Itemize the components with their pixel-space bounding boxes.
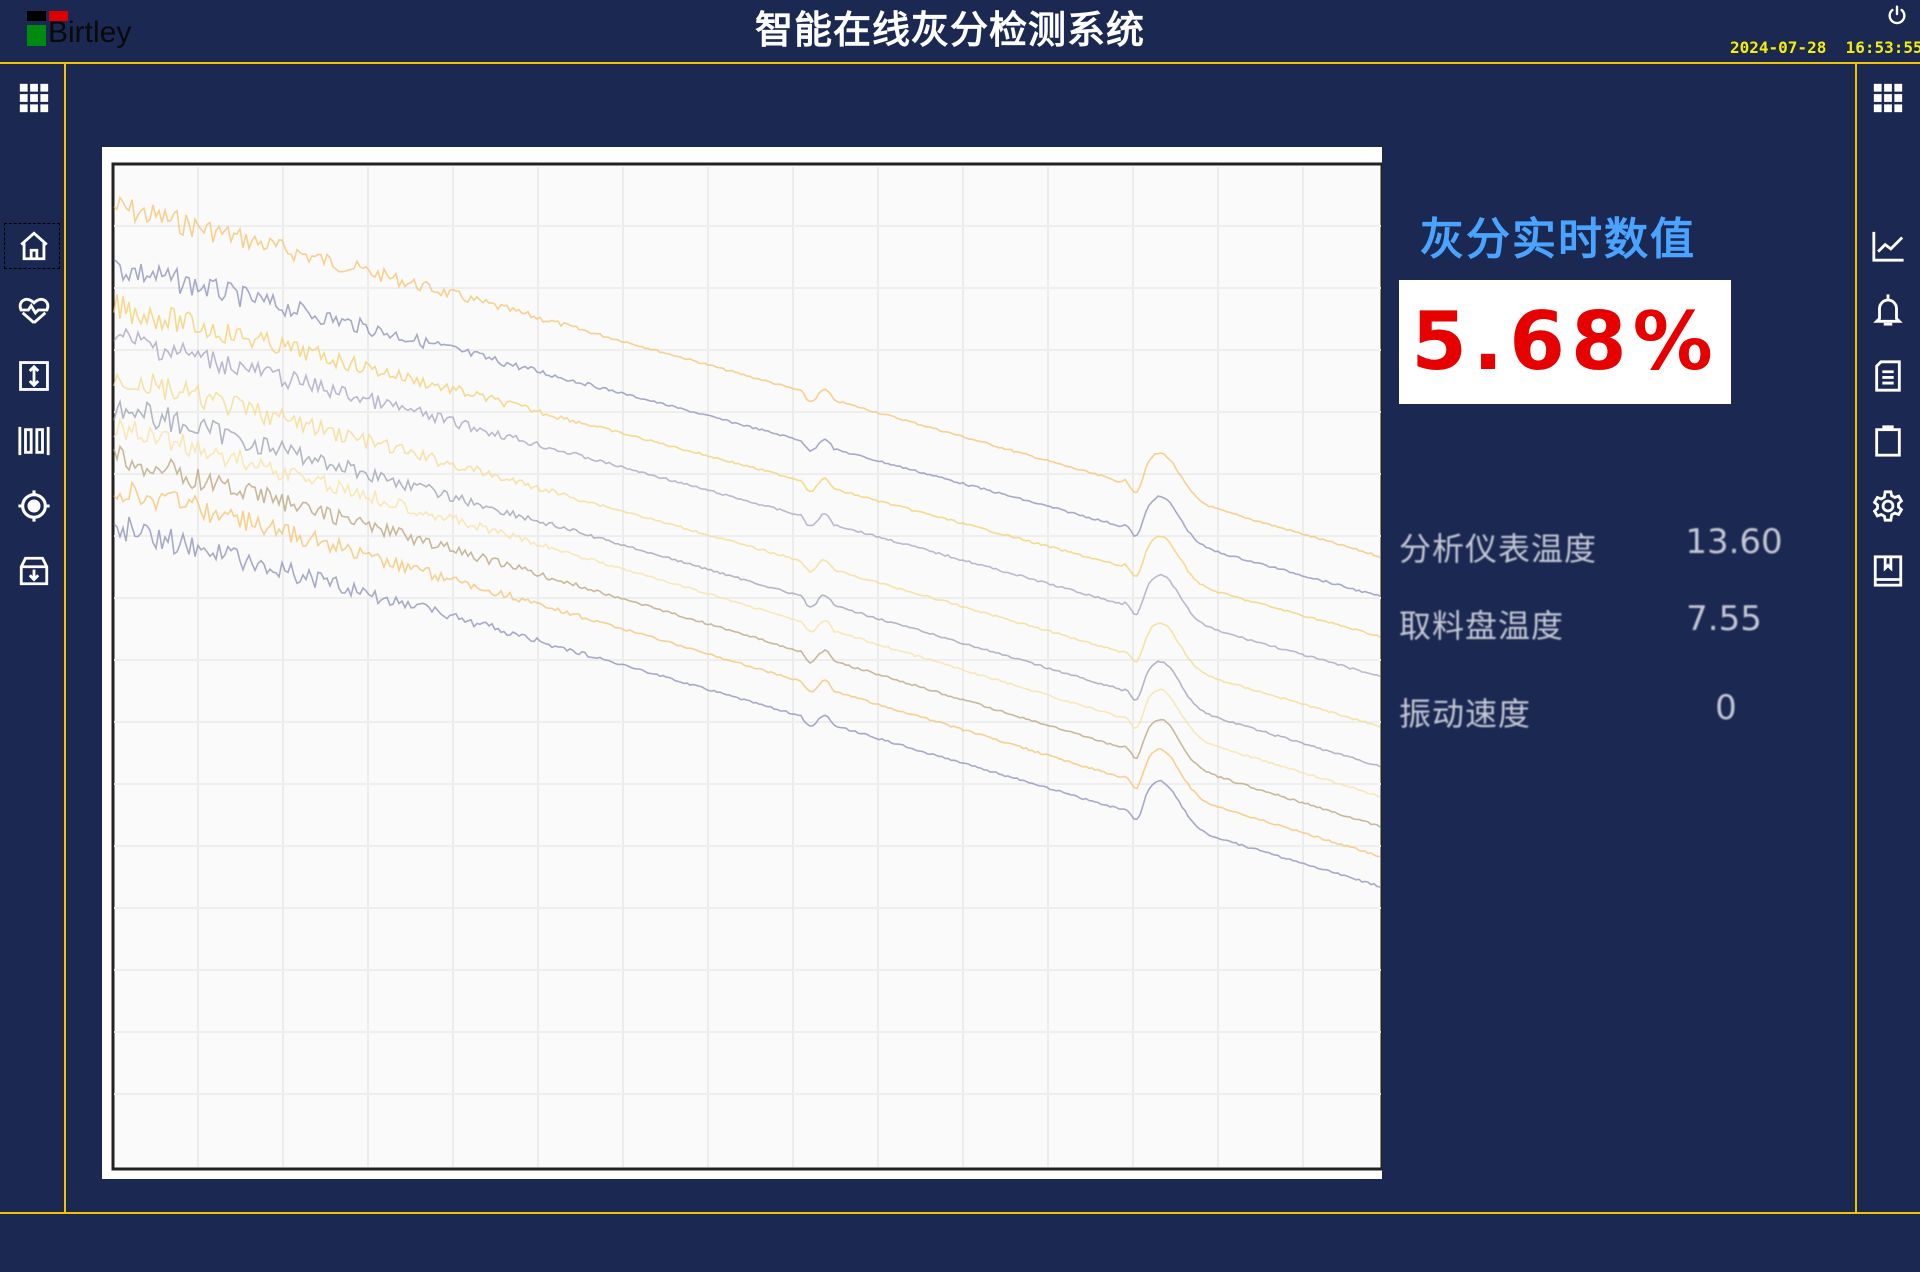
vibration-speed-label: 振动速度 [1399, 695, 1532, 733]
vertical-resize-icon[interactable] [17, 359, 51, 393]
spectrum-line [113, 327, 1381, 678]
spectrum-line [113, 258, 1381, 597]
birtley-logo: Birtley [27, 10, 157, 54]
home-icon[interactable] [17, 229, 51, 263]
barcode-icon[interactable] [17, 424, 51, 458]
right-sidebar [1855, 64, 1920, 1212]
clipboard-icon[interactable] [1871, 424, 1905, 458]
spectrum-chart [111, 162, 1382, 1171]
left-sidebar [0, 64, 66, 1212]
grid-menu-icon[interactable] [1871, 81, 1905, 115]
book-icon[interactable] [1871, 554, 1905, 588]
heart-pulse-icon[interactable] [17, 293, 51, 327]
grid-menu-icon[interactable] [17, 81, 51, 115]
realtime-ash-title: 灰分实时数值 [1420, 214, 1696, 265]
archive-download-icon[interactable] [17, 554, 51, 588]
target-icon[interactable] [17, 489, 51, 523]
spectrum-line [113, 444, 1381, 828]
page-title: 智能在线灰分检测系统 [754, 8, 1145, 52]
spectrum-line [113, 416, 1381, 798]
logo-text: Birtley [48, 16, 132, 49]
gear-icon[interactable] [1871, 489, 1905, 523]
power-icon[interactable] [1886, 4, 1908, 26]
spectrum-line [113, 294, 1381, 639]
spectrum-line [113, 480, 1381, 858]
vibration-speed-value: 0 [1715, 688, 1737, 728]
spectrum-line [113, 398, 1381, 768]
ash-value: 5.68% [1411, 295, 1719, 388]
analyzer-temp-value: 13.60 [1685, 522, 1783, 562]
tray-temp-value: 7.55 [1686, 599, 1762, 639]
footer-bar [0, 1212, 1920, 1272]
line-chart-icon[interactable] [1871, 229, 1905, 263]
ash-value-box: 5.68% [1399, 280, 1731, 404]
datetime-display: 2024-07-28 16:53:55 [1730, 38, 1920, 57]
header-bar: Birtley 智能在线灰分检测系统 2024-07-28 16:53:55 [0, 0, 1920, 64]
analyzer-temp-label: 分析仪表温度 [1399, 530, 1598, 568]
document-icon[interactable] [1871, 359, 1905, 393]
spectrum-line [113, 516, 1381, 888]
bell-icon[interactable] [1871, 293, 1905, 327]
tray-temp-label: 取料盘温度 [1399, 607, 1565, 645]
spectrum-line [113, 195, 1381, 559]
selected-item-focus [4, 223, 60, 269]
spectrum-chart-panel [102, 147, 1382, 1179]
spectrum-line [113, 372, 1381, 728]
